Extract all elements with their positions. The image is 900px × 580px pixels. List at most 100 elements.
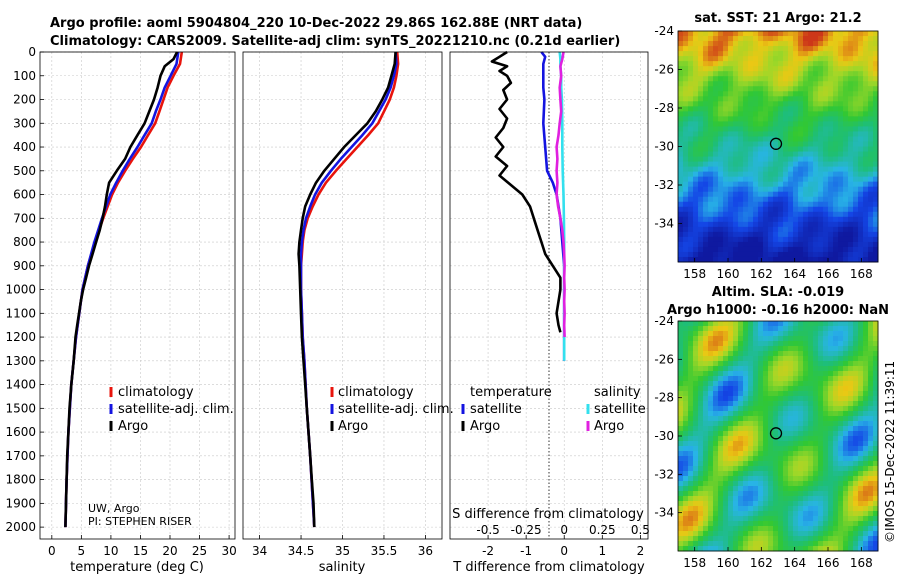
heatmap-cell <box>853 346 859 352</box>
heatmap-cell <box>808 366 814 372</box>
heatmap-cell <box>868 341 874 347</box>
heatmap-cell <box>728 111 734 117</box>
heatmap-cell <box>748 331 754 337</box>
heatmap-cell <box>783 456 789 462</box>
heatmap-cell <box>838 361 844 367</box>
heatmap-cell <box>873 456 879 462</box>
heatmap-cell <box>718 456 724 462</box>
heatmap-cell <box>708 451 714 457</box>
heatmap-cell <box>698 436 704 442</box>
heatmap-cell <box>803 91 809 97</box>
heatmap-cell <box>703 156 709 163</box>
heatmap-cell <box>873 326 879 332</box>
heatmap-cell <box>733 466 739 472</box>
heatmap-cell <box>683 461 689 467</box>
heatmap-cell <box>818 166 824 173</box>
heatmap-cell <box>788 221 794 228</box>
heatmap-cell <box>713 511 719 517</box>
heatmap-cell <box>713 451 719 457</box>
heatmap-cell <box>873 376 879 382</box>
heatmap-cell <box>683 516 689 522</box>
heatmap-cell <box>748 461 754 467</box>
heatmap-cell <box>738 496 744 502</box>
heatmap-cell <box>818 346 824 352</box>
heatmap-cell <box>778 96 784 102</box>
heatmap-cell <box>678 426 684 432</box>
heatmap-cell <box>833 161 839 168</box>
heatmap-cell <box>773 426 779 432</box>
heatmap-cell <box>863 326 869 332</box>
heatmap-cell <box>783 536 789 542</box>
heatmap-cell <box>758 96 764 102</box>
heatmap-cell <box>728 146 734 153</box>
heatmap-cell <box>853 256 859 263</box>
heatmap-cell <box>743 441 749 447</box>
heatmap-cell <box>763 241 769 248</box>
heatmap-cell <box>823 461 829 467</box>
heatmap-cell <box>873 31 879 37</box>
heatmap-cell <box>853 121 859 127</box>
credit-pi: PI: STEPHEN RISER <box>88 515 192 528</box>
heatmap-cell <box>753 406 759 412</box>
heatmap-cell <box>863 381 869 387</box>
heatmap-cell <box>778 446 784 452</box>
heatmap-cell <box>743 181 749 188</box>
heatmap-cell <box>748 116 754 122</box>
heatmap-cell <box>698 121 704 127</box>
heatmap-cell <box>678 141 684 147</box>
heatmap-cell <box>758 31 764 37</box>
heatmap-cell <box>703 406 709 412</box>
heatmap-cell <box>768 166 774 173</box>
heatmap-cell <box>688 521 694 527</box>
heatmap-cell <box>758 181 764 188</box>
heatmap-cell <box>868 536 874 542</box>
heatmap-cell <box>698 191 704 198</box>
heatmap-cell <box>723 236 729 243</box>
heatmap-cell <box>833 386 839 392</box>
heatmap-cell <box>848 341 854 347</box>
heatmap-cell <box>843 251 849 258</box>
heatmap-cell <box>758 236 764 243</box>
heatmap-cell <box>683 221 689 228</box>
x-tick-label: -1 <box>520 544 532 558</box>
heatmap-cell <box>733 166 739 173</box>
heatmap-cell <box>718 141 724 147</box>
heatmap-cell <box>848 166 854 173</box>
heatmap-cell <box>708 501 714 507</box>
heatmap-cell <box>828 521 834 527</box>
heatmap-cell <box>783 356 789 362</box>
heatmap-cell <box>823 246 829 253</box>
heatmap-cell <box>868 401 874 407</box>
heatmap-cell <box>873 521 879 527</box>
heatmap-cell <box>688 456 694 462</box>
heatmap-cell <box>718 396 724 402</box>
heatmap-cell <box>853 441 859 447</box>
heatmap-cell <box>758 496 764 502</box>
heatmap-cell <box>688 441 694 447</box>
heatmap-cell <box>823 206 829 213</box>
heatmap-cell <box>683 496 689 502</box>
heatmap-cell <box>803 536 809 542</box>
heatmap-cell <box>868 441 874 447</box>
heatmap-cell <box>718 111 724 117</box>
heatmap-cell <box>763 221 769 228</box>
heatmap-cell <box>743 336 749 342</box>
heatmap-cell <box>753 166 759 173</box>
heatmap-cell <box>828 196 834 203</box>
heatmap-cell <box>788 226 794 233</box>
legend-label-satellite: satellite-adj. clim. <box>118 402 234 417</box>
heatmap-cell <box>783 196 789 203</box>
heatmap-cell <box>693 121 699 127</box>
heatmap-cell <box>858 416 864 422</box>
heatmap-cell <box>688 231 694 238</box>
heatmap-cell <box>738 181 744 188</box>
heatmap-cell <box>718 156 724 163</box>
heatmap-cell <box>868 241 874 248</box>
heatmap-cell <box>828 481 834 487</box>
heatmap-cell <box>818 136 824 142</box>
heatmap-cell <box>763 231 769 238</box>
heatmap-cell <box>748 546 754 552</box>
heatmap-cell <box>748 541 754 547</box>
heatmap-cell <box>783 96 789 102</box>
heatmap-cell <box>723 91 729 97</box>
